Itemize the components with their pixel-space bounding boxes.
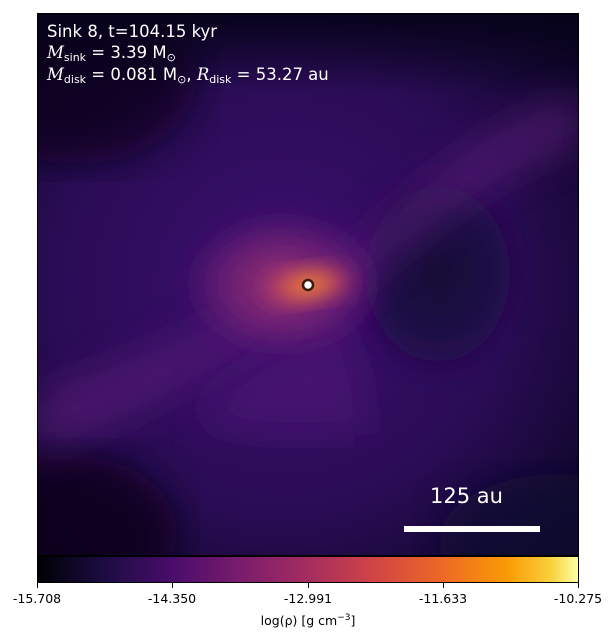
annotation-disk: Mdisk = 0.081 M⊙, Rdisk = 53.27 au — [47, 65, 329, 86]
colorbar-tick-label: -14.350 — [147, 591, 197, 606]
colorbar-tick — [443, 583, 444, 588]
density-image — [38, 14, 578, 555]
colorbar-tick — [172, 583, 173, 588]
annotation-title: Sink 8, t=104.15 kyr — [47, 22, 218, 41]
colorbar-tick — [308, 583, 309, 588]
colorbar-tick-label: -10.275 — [553, 591, 603, 606]
colorbar-label: log(ρ) [g cm−3] — [260, 613, 356, 629]
scale-bar-label: 125 au — [430, 484, 503, 508]
colorbar — [37, 556, 579, 583]
scale-bar — [404, 526, 540, 532]
colorbar-tick — [37, 583, 38, 588]
density-map: Sink 8, t=104.15 kyr Msink = 3.39 M⊙ Mdi… — [37, 13, 579, 556]
sink-marker — [301, 278, 315, 292]
colorbar-tick-label: -15.708 — [12, 591, 62, 606]
colorbar-tick-label: -12.991 — [283, 591, 333, 606]
colorbar-tick — [578, 583, 579, 588]
colorbar-tick-label: -11.633 — [418, 591, 468, 606]
annotation-msink: Msink = 3.39 M⊙ — [47, 43, 176, 64]
